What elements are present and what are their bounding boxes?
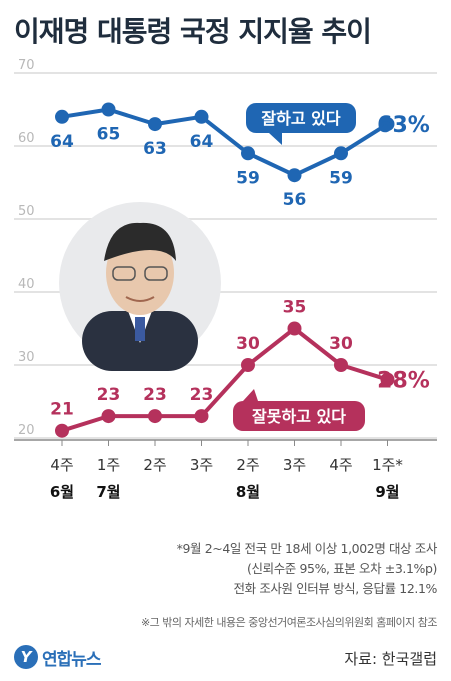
y-tick-label: 20 <box>18 423 35 438</box>
data-point <box>380 117 395 132</box>
x-tick-label: 3주 <box>283 456 306 474</box>
series-label-bubble <box>233 401 365 431</box>
data-label: 23 <box>97 385 121 405</box>
data-label: 65 <box>97 125 121 145</box>
series-label-bubble <box>246 103 356 133</box>
x-tick-label: 1주 <box>97 456 120 474</box>
data-point <box>241 146 255 161</box>
x-tick-label: 2주 <box>143 456 166 474</box>
series-line <box>61 326 389 433</box>
y-tick-label: 40 <box>18 277 35 292</box>
data-point <box>334 358 348 372</box>
data-label: 30 <box>329 334 353 354</box>
data-point <box>55 109 69 124</box>
portrait-hair <box>104 222 176 261</box>
x-month-label: 7월 <box>96 483 120 501</box>
x-month-label: 6월 <box>50 483 74 501</box>
x-tick-label: 4주 <box>50 456 73 474</box>
survey-note-2: (신뢰수준 95%, 표본 오차 ±3.1%p) <box>247 561 437 576</box>
x-tick-label: 4주 <box>329 456 352 474</box>
data-point <box>287 321 302 336</box>
page-title: 이재명 대통령 국정 지지율 추이 <box>14 15 372 48</box>
data-point <box>148 409 162 424</box>
data-label: 23 <box>143 385 167 405</box>
x-month-label: 9월 <box>375 483 399 501</box>
source-credit: 자료: 한국갤럽 <box>344 650 437 668</box>
data-point <box>380 372 395 387</box>
portrait-glasses-right <box>144 266 168 281</box>
data-label: 56 <box>283 190 307 210</box>
data-point <box>194 109 209 124</box>
data-point <box>55 423 69 438</box>
y-tick-label: 60 <box>18 131 35 146</box>
data-point <box>148 117 162 132</box>
x-tick-label: 1주* <box>372 456 403 474</box>
data-label: 63 <box>143 139 167 159</box>
data-label: 59 <box>329 168 353 188</box>
series-legend-label: 잘하고 있다 <box>261 109 340 128</box>
data-label: 35 <box>283 298 307 318</box>
x-month-label: 8월 <box>236 483 260 501</box>
data-point <box>287 168 302 183</box>
survey-note-1: *9월 2~4일 전국 만 18세 이상 1,002명 대상 조사 <box>176 541 438 556</box>
reference-note: ※그 밖의 자세한 내용은 중앙선거여론조사심의위원회 홈페이지 참조 <box>140 616 438 629</box>
data-label: 63% <box>377 113 430 138</box>
portrait-smile <box>125 296 155 302</box>
series-label-tail <box>243 389 258 401</box>
y-tick-label: 30 <box>18 350 35 365</box>
data-point <box>241 358 255 372</box>
logo-text: 연합뉴스 <box>42 649 102 670</box>
y-tick-label: 70 <box>18 58 35 73</box>
portrait-glasses-left <box>112 266 136 281</box>
series-line <box>61 107 389 178</box>
x-tick-label: 3주 <box>190 456 213 474</box>
yonhap-logo: Y 연합뉴스 <box>14 642 102 672</box>
data-label: 64 <box>190 132 214 152</box>
series-legend-label: 잘못하고 있다 <box>252 407 346 426</box>
data-point <box>334 146 348 161</box>
data-label: 21 <box>50 400 74 420</box>
survey-note-3: 전화 조사원 인터뷰 방식, 응답률 12.1% <box>233 581 438 596</box>
data-point <box>101 409 116 424</box>
series-label-tail <box>269 133 282 145</box>
portrait-tie <box>135 317 145 341</box>
yonhap-logo-icon: Y <box>14 645 38 669</box>
data-point <box>101 102 116 117</box>
y-tick-label: 50 <box>18 204 35 219</box>
x-tick-label: 2주 <box>236 456 259 474</box>
data-label: 23 <box>190 385 214 405</box>
data-label: 64 <box>50 132 74 152</box>
data-label: 30 <box>236 334 260 354</box>
data-point <box>194 409 209 424</box>
approval-chart: 20 30 40 50 60 70 4주 6월 1주 7월 2주 3주 2주 8월 3주 4주 1주* 9월 64 6… <box>14 58 437 501</box>
data-label: 59 <box>236 168 260 188</box>
data-label: 28% <box>377 369 430 394</box>
